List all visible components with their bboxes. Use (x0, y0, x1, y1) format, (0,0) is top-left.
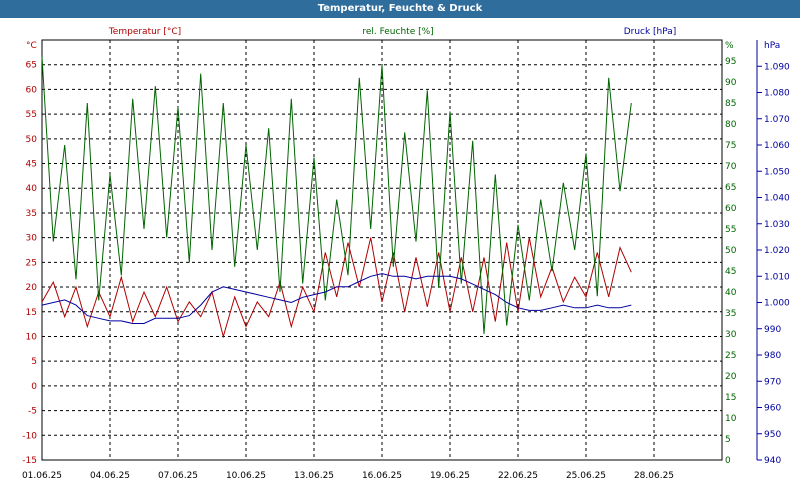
humidity-tick-label: 0 (725, 456, 731, 466)
pressure-tick-label: 950 (764, 430, 781, 440)
humidity-tick-label: 55 (725, 225, 736, 235)
humidity-tick-label: 25 (725, 351, 736, 361)
x-tick-label: 04.06.25 (90, 471, 130, 481)
grid (41, 39, 762, 461)
axis-labels: -15 -10 -5 0 5 10 15 20 25 30 35 40 45 50 55 60 65 0 5 10 15… (22, 57, 790, 481)
temperature-tick-label: 10 (26, 332, 38, 342)
pressure-tick-label: 1.070 (764, 115, 790, 125)
humidity-tick-label: 70 (725, 162, 737, 172)
series-layer (41, 56, 632, 339)
pressure-tick-label: 990 (764, 325, 781, 335)
pressure-tick-label: 960 (764, 404, 781, 414)
pressure-tick-label: 1.040 (764, 194, 790, 204)
window-title: Temperatur, Feuchte & Druck (0, 0, 800, 18)
pressure-tick-label: 1.020 (764, 246, 790, 256)
humidity-tick-label: 65 (725, 183, 736, 193)
x-tick-label: 22.06.25 (498, 471, 538, 481)
humidity-tick-label: 95 (725, 57, 736, 67)
humidity-tick-label: 75 (725, 141, 736, 151)
x-tick-label: 01.06.25 (22, 471, 62, 481)
humidity-tick-label: 60 (725, 204, 737, 214)
humidity-tick-label: 40 (725, 288, 737, 298)
x-tick-label: 13.06.25 (294, 471, 334, 481)
temperature-tick-label: 15 (26, 308, 37, 318)
pressure-tick-label: 980 (764, 351, 781, 361)
humidity-tick-label: 10 (725, 414, 737, 424)
pressure-tick-label: 1.060 (764, 141, 790, 151)
pressure-tick-label: 1.030 (764, 220, 790, 230)
pressure-tick-label: 940 (764, 456, 781, 466)
humidity-tick-label: 20 (725, 372, 737, 382)
temperature-tick-label: 5 (31, 357, 37, 367)
humidity-tick-label: 35 (725, 309, 736, 319)
humidity-tick-label: 15 (725, 393, 736, 403)
temperature-tick-label: -5 (28, 407, 37, 417)
temperature-tick-label: -15 (22, 456, 37, 466)
humidity-tick-label: 80 (725, 120, 737, 130)
pressure-unit: hPa (764, 41, 780, 51)
humidity-tick-label: 50 (725, 246, 737, 256)
temperature-tick-label: 50 (26, 135, 38, 145)
x-tick-label: 07.06.25 (158, 471, 198, 481)
humidity-tick-label: 45 (725, 267, 736, 277)
temperature-tick-label: 60 (26, 85, 38, 95)
pressure-tick-label: 1.090 (764, 62, 790, 72)
temperature-tick-label: 25 (26, 258, 37, 268)
temperature-tick-label: 20 (26, 283, 38, 293)
x-tick-label: 10.06.25 (226, 471, 266, 481)
x-tick-label: 19.06.25 (430, 471, 470, 481)
temperature-tick-label: 30 (26, 234, 38, 244)
pressure-tick-label: 1.050 (764, 167, 790, 177)
temperature-axis-title: Temperatur [°C] (108, 27, 181, 37)
humidity-unit: % (725, 41, 734, 51)
temperature-tick-label: 55 (26, 110, 37, 120)
humidity-axis-title: rel. Feuchte [%] (362, 27, 433, 37)
pressure-tick-label: 1.000 (764, 299, 790, 309)
pressure-tick-label: 1.010 (764, 272, 790, 282)
temperature-tick-label: 45 (26, 160, 37, 170)
humidity-tick-label: 85 (725, 99, 736, 109)
temperature-unit: °C (26, 41, 37, 51)
temperature-tick-label: 40 (26, 184, 38, 194)
temperature-tick-label: 35 (26, 209, 37, 219)
pressure-axis-title: Druck [hPa] (624, 27, 677, 37)
temperature-tick-label: 65 (26, 61, 37, 71)
humidity-tick-label: 5 (725, 435, 731, 445)
humidity-series-line (41, 56, 632, 335)
temperature-series-line (41, 237, 632, 339)
pressure-tick-label: 970 (764, 377, 781, 387)
humidity-tick-label: 90 (725, 78, 737, 88)
humidity-tick-label: 30 (725, 330, 737, 340)
pressure-tick-label: 1.080 (764, 89, 790, 99)
temperature-tick-label: -10 (22, 431, 37, 441)
temperature-tick-label: 0 (31, 382, 37, 392)
x-tick-label: 16.06.25 (362, 471, 402, 481)
x-tick-label: 28.06.25 (634, 471, 674, 481)
pressure-series-line (41, 273, 632, 324)
x-tick-label: 25.06.25 (566, 471, 606, 481)
